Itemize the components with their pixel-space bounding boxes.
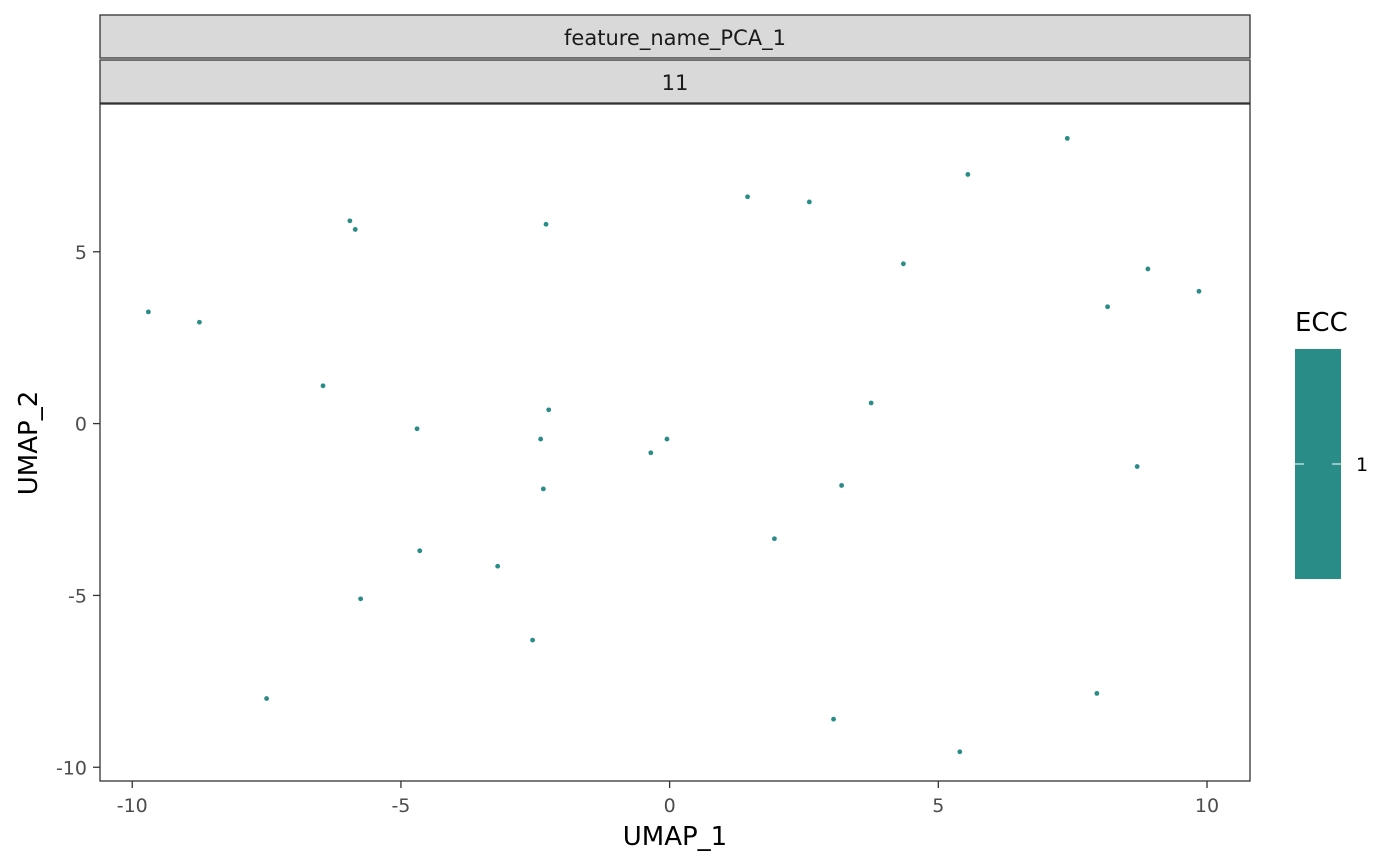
data-point (957, 749, 963, 755)
data-point (347, 218, 353, 224)
y-tick-label: -5 (68, 585, 87, 607)
facet-strip-1: feature_name_PCA_1 (99, 14, 1251, 59)
data-point (868, 400, 874, 406)
data-point (414, 426, 420, 432)
facet-strip-2-label: 11 (662, 71, 689, 95)
data-point (839, 483, 844, 488)
data-point (1064, 135, 1070, 141)
data-point (145, 309, 151, 315)
x-axis-title: UMAP_1 (623, 822, 727, 852)
data-point (264, 696, 269, 701)
data-point (543, 221, 549, 227)
plot-panel (99, 103, 1251, 782)
data-point (900, 261, 906, 267)
data-point (530, 637, 535, 643)
data-point (358, 596, 364, 602)
x-tick-label: 5 (932, 795, 944, 817)
data-point (745, 194, 750, 200)
data-point (538, 436, 544, 442)
data-point (495, 563, 501, 569)
data-point (417, 548, 423, 554)
legend-title: ECC (1295, 308, 1348, 338)
data-point (1196, 288, 1202, 294)
data-point (546, 407, 552, 413)
data-point (965, 172, 971, 177)
y-tick-label: 0 (75, 414, 87, 436)
x-tick-label: -5 (391, 795, 410, 817)
data-point (806, 199, 812, 205)
data-point (772, 536, 777, 542)
data-point (1145, 266, 1151, 272)
scatter-points (145, 135, 1202, 755)
facet-strip-2: 11 (99, 59, 1251, 104)
x-tick-label: 10 (1195, 795, 1219, 817)
y-tick-label: -10 (56, 757, 87, 779)
facet-strip-2-background (99, 59, 1251, 104)
data-point (1094, 690, 1100, 696)
legend-tick-label: 1 (1356, 454, 1368, 476)
x-axis: -10 -5 0 5 10 (117, 781, 1219, 817)
data-point (540, 486, 546, 492)
data-point (320, 383, 326, 389)
x-tick-label: -10 (117, 795, 148, 817)
data-point (1134, 464, 1140, 469)
y-axis-title: UMAP_2 (14, 391, 44, 495)
y-tick-label: 5 (75, 242, 87, 264)
data-point (1105, 304, 1110, 310)
facet-strip-1-label: feature_name_PCA_1 (564, 26, 786, 51)
y-axis: -10 -5 0 5 (56, 242, 100, 779)
legend: ECC 1 (1295, 308, 1368, 579)
data-point (831, 716, 836, 722)
x-tick-label: 0 (664, 795, 676, 817)
data-point (664, 436, 670, 442)
data-point (197, 319, 202, 325)
data-point (648, 450, 654, 456)
facet-strip-1-background (99, 14, 1251, 59)
data-point (352, 227, 358, 232)
